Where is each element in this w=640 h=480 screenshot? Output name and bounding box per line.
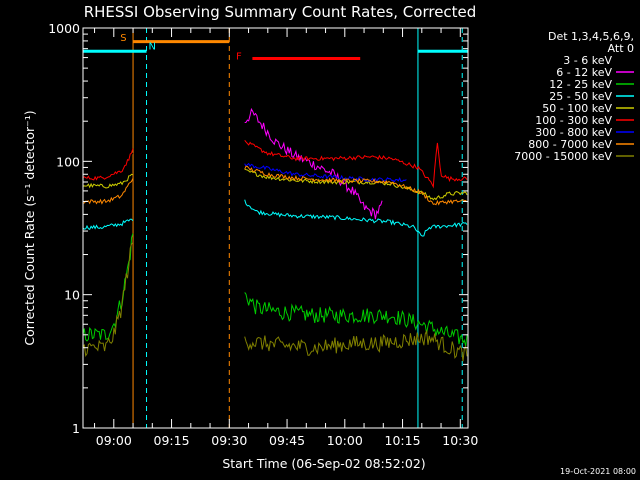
- series-800-7000-kev-segment-2: [244, 165, 468, 206]
- y-tick-label: 1: [72, 421, 80, 436]
- series-50-100-kev-segment-2: [244, 168, 468, 201]
- annotation-n: N: [149, 41, 156, 52]
- legend-label-9: 7000 - 15000 keV: [514, 150, 612, 163]
- y-axis-label: Corrected Count Rate (s⁻¹ detector⁻¹): [22, 110, 37, 345]
- series-12-25-kev-segment-1: [82, 233, 134, 342]
- x-tick-label: 10:15: [385, 433, 421, 448]
- series-7000-15000-kev-segment-1: [82, 242, 134, 357]
- series-300-800-kev-segment-1: [244, 162, 407, 183]
- chart-title: RHESSI Observing Summary Count Rates, Co…: [84, 3, 477, 21]
- legend-label-3: 12 - 25 keV: [549, 78, 612, 91]
- axis-layer: 1 10 100 1000 09:00 09:15 09:30 09:45 10:00 10:15…: [48, 21, 478, 448]
- annotation-s: S: [120, 33, 126, 44]
- x-tick-label: 09:15: [154, 433, 190, 448]
- legend-label-1: 3 - 6 keV: [563, 54, 612, 67]
- series-12-25-kev-segment-2: [244, 292, 468, 347]
- x-tick-label: 09:30: [211, 433, 247, 448]
- series-50-100-kev-segment-1: [82, 173, 134, 189]
- plot-frame: [82, 27, 469, 429]
- legend-label-8: 800 - 7000 keV: [528, 138, 612, 151]
- x-tick-label: 10:30: [442, 433, 478, 448]
- series-3-6-kev-segment-1: [82, 150, 134, 183]
- x-tick-label: 09:00: [96, 433, 132, 448]
- series-3-6-kev-segment-2: [244, 100, 383, 172]
- x-axis-label: Start Time (06-Sep-02 08:52:02): [222, 456, 425, 471]
- y-tick-label: 1000: [48, 21, 80, 36]
- legend-label-2: 6 - 12 keV: [556, 66, 612, 79]
- legend-label-7: 300 - 800 keV: [535, 126, 612, 139]
- legend-label-4: 25 - 50 keV: [549, 90, 612, 103]
- plot-layer: S N F: [82, 28, 468, 428]
- x-tick-label: 09:45: [269, 433, 305, 448]
- legend-header-line-2: Att 0: [608, 42, 634, 55]
- annotation-f: F: [236, 52, 242, 63]
- series-6-12-kev-segment-1: [244, 107, 383, 220]
- series-7000-15000-kev-segment-2: [244, 329, 468, 362]
- y-tick-label: 10: [64, 288, 80, 303]
- legend-label-5: 50 - 100 keV: [542, 102, 612, 115]
- legend-label-6: 100 - 300 keV: [535, 114, 612, 127]
- legend-header-line-1: Det 1,3,4,5,6,9,: [548, 30, 634, 43]
- generation-timestamp: 19-Oct-2021 08:00: [560, 467, 636, 476]
- x-tick-label: 10:00: [327, 433, 363, 448]
- series-25-50-kev-segment-1: [82, 218, 134, 230]
- series-100-300-kev-segment-2: [244, 139, 468, 189]
- series-25-50-kev-segment-2: [244, 199, 468, 237]
- series-100-300-kev-segment-1: [82, 148, 134, 181]
- y-tick-label: 100: [56, 154, 80, 169]
- series-800-7000-kev-segment-1: [82, 178, 134, 205]
